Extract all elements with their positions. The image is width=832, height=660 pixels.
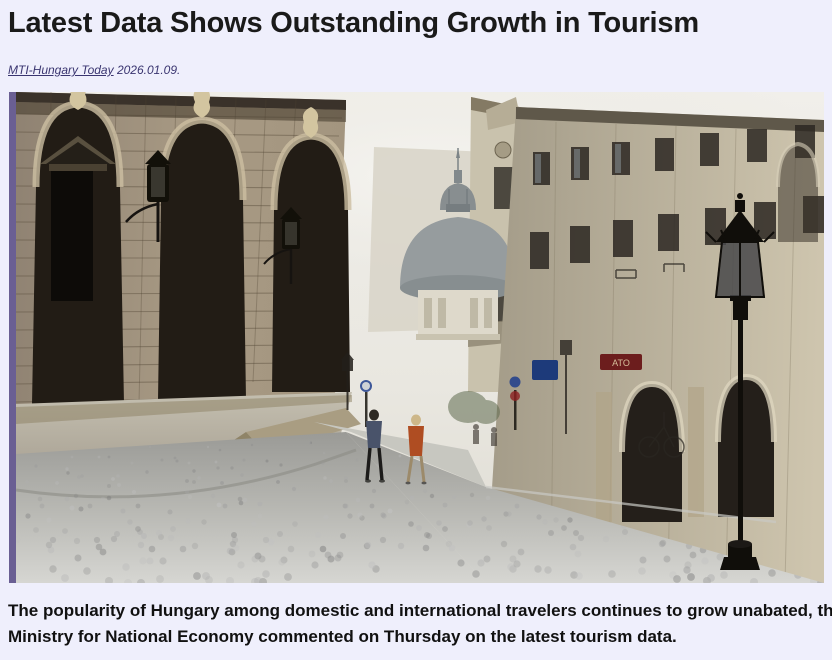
- svg-text:ATO: ATO: [612, 358, 630, 368]
